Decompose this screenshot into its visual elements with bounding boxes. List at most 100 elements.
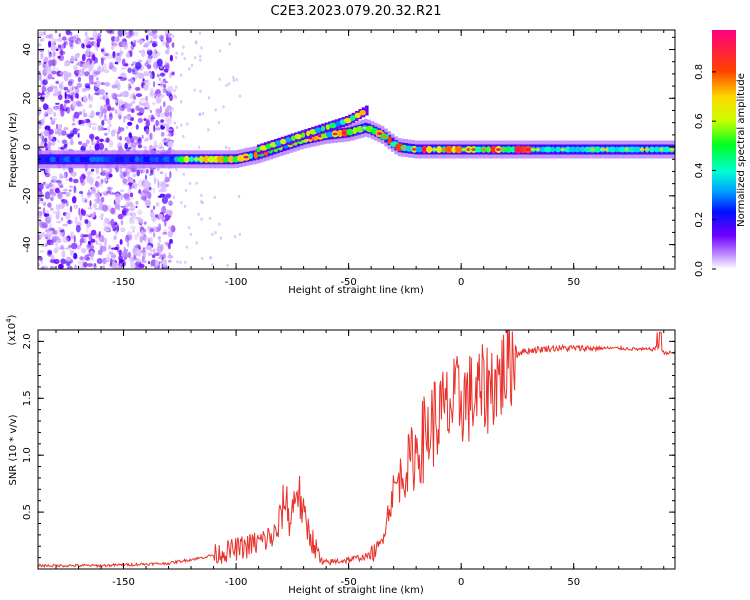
noise-dot bbox=[79, 119, 85, 124]
noise-dot bbox=[158, 213, 164, 220]
noise-dot bbox=[138, 263, 145, 269]
noise-dot bbox=[164, 214, 171, 221]
spectrogram-xlabel: Height of straight line (km) bbox=[288, 285, 424, 296]
noise-dot bbox=[40, 198, 44, 202]
noise-dot bbox=[185, 245, 188, 249]
noise-dot bbox=[167, 254, 174, 259]
noise-dot bbox=[143, 260, 147, 264]
noise-dot bbox=[137, 209, 143, 216]
ridge-blob bbox=[594, 146, 601, 153]
noise-dot bbox=[121, 209, 127, 216]
noise-dot bbox=[172, 195, 175, 199]
ridge-blob bbox=[169, 156, 175, 162]
noise-dot bbox=[158, 77, 162, 82]
noise-dot bbox=[74, 87, 80, 95]
noise-dot bbox=[44, 125, 51, 131]
branch-band bbox=[365, 105, 369, 116]
noise-dot bbox=[51, 70, 57, 75]
branch-blob bbox=[290, 135, 296, 141]
noise-dot bbox=[147, 261, 151, 265]
noise-dot bbox=[57, 94, 63, 101]
noise-dot bbox=[38, 199, 41, 204]
noise-dot bbox=[54, 86, 59, 95]
ridge-blob bbox=[73, 156, 82, 162]
noise-dot bbox=[108, 244, 112, 250]
noise-dot bbox=[96, 189, 100, 193]
noise-dot bbox=[163, 101, 166, 108]
noise-dot bbox=[147, 245, 153, 251]
noise-dot bbox=[198, 112, 202, 116]
noise-dot bbox=[163, 68, 169, 73]
noise-dot bbox=[87, 206, 91, 210]
ridge-blob bbox=[550, 146, 556, 153]
noise-dot bbox=[63, 86, 69, 91]
noise-dot bbox=[153, 140, 158, 149]
noise-dot bbox=[92, 126, 97, 131]
noise-dot bbox=[147, 252, 153, 256]
noise-dot bbox=[101, 169, 108, 176]
colorbar-tick-label: 0.4 bbox=[694, 162, 705, 178]
noise-dot bbox=[104, 217, 110, 224]
ridge-core bbox=[535, 148, 541, 151]
noise-dot bbox=[132, 61, 137, 65]
noise-dot bbox=[94, 181, 100, 188]
noise-dot bbox=[71, 250, 75, 254]
noise-dot bbox=[135, 86, 141, 91]
noise-dot bbox=[193, 88, 196, 92]
noise-dot bbox=[64, 91, 67, 100]
noise-dot bbox=[67, 80, 73, 87]
noise-dot bbox=[130, 204, 136, 212]
ridge-blob bbox=[426, 145, 433, 154]
noise-dot bbox=[125, 235, 130, 243]
noise-dot bbox=[95, 207, 100, 210]
noise-dot bbox=[47, 50, 50, 55]
noise-dot bbox=[92, 211, 96, 216]
noise-dot bbox=[150, 37, 153, 43]
noise-dot bbox=[83, 112, 88, 118]
noise-dot bbox=[218, 49, 222, 53]
noise-dot bbox=[114, 99, 118, 103]
noise-dot bbox=[41, 37, 45, 42]
ridge-core bbox=[243, 155, 249, 159]
x-tick-label: -100 bbox=[225, 277, 248, 288]
noise-dot bbox=[130, 41, 133, 45]
noise-dot bbox=[85, 88, 91, 91]
noise-dot bbox=[74, 58, 78, 62]
ridge-blob bbox=[189, 156, 194, 163]
noise-dot bbox=[88, 145, 93, 152]
noise-dot bbox=[89, 200, 92, 207]
noise-dot bbox=[131, 197, 135, 200]
ridge-blob bbox=[633, 146, 642, 153]
branch-blob bbox=[359, 109, 366, 116]
noise-dot bbox=[169, 106, 174, 112]
noise-dot bbox=[175, 51, 178, 55]
noise-dot bbox=[143, 221, 147, 225]
ridge-core bbox=[481, 148, 487, 151]
noise-dot bbox=[155, 127, 161, 131]
noise-dot bbox=[81, 53, 86, 62]
noise-dot bbox=[153, 124, 156, 133]
noise-dot bbox=[50, 207, 54, 211]
noise-dot bbox=[73, 66, 78, 71]
noise-dot bbox=[162, 84, 167, 88]
noise-dot bbox=[57, 140, 60, 143]
noise-dot bbox=[130, 63, 134, 66]
noise-dot bbox=[144, 42, 148, 47]
noise-dot bbox=[107, 126, 111, 134]
noise-dot bbox=[38, 213, 41, 217]
noise-dot bbox=[126, 125, 129, 130]
colorbar-tick-label: 0.6 bbox=[694, 113, 705, 129]
ridge-blob bbox=[574, 146, 582, 153]
noise-dot bbox=[143, 80, 146, 83]
noise-dot bbox=[104, 113, 107, 121]
noise-dot bbox=[82, 95, 88, 103]
noise-dot bbox=[89, 213, 93, 218]
noise-dot bbox=[116, 36, 120, 42]
noise-dot bbox=[198, 31, 202, 35]
noise-dot bbox=[88, 74, 94, 81]
noise-dot bbox=[145, 128, 150, 135]
noise-dot bbox=[121, 251, 127, 258]
noise-dot bbox=[113, 128, 118, 133]
noise-dot bbox=[102, 265, 106, 269]
noise-dot bbox=[38, 71, 41, 74]
